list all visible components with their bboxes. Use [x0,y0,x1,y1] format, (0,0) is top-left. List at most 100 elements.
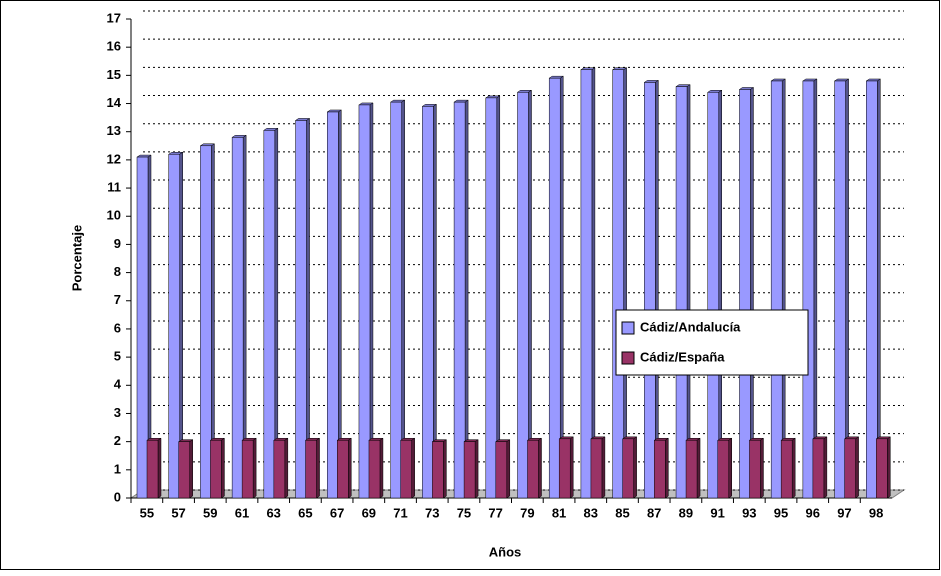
bar [295,120,307,499]
bar [644,82,656,499]
y-tick-label: 1 [114,461,121,476]
x-tick-label: 87 [647,505,661,520]
bar-side [252,437,257,499]
x-tick-label: 96 [805,505,819,520]
x-tick-label: 89 [679,505,693,520]
x-tick-label: 95 [774,505,788,520]
bar [517,92,529,499]
bar [770,80,783,499]
bar [612,69,624,499]
x-tick-label: 59 [203,505,217,520]
bar [876,438,888,499]
bar-side [411,437,415,499]
bar [717,439,729,499]
bar [654,439,666,499]
y-tick-label: 8 [114,264,121,279]
bar [327,111,339,499]
bar [485,97,498,499]
bar [558,438,571,499]
y-tick-label: 3 [114,405,121,420]
x-tick-label: 69 [362,505,376,520]
bar-side [189,439,193,499]
bar-side [855,436,859,499]
bar-side [538,437,542,499]
bar [590,438,603,499]
y-tick-label: 11 [107,179,121,194]
x-tick-label: 93 [742,505,756,520]
bar-side [591,67,596,499]
x-tick-label: 73 [425,505,439,520]
bar [675,86,688,499]
y-tick-label: 0 [114,489,121,504]
bar-side [750,86,754,499]
bar-side [348,437,352,499]
y-tick-label: 7 [114,292,121,307]
x-tick-label: 75 [457,505,471,520]
x-tick-label: 57 [171,505,185,520]
bar-side [623,67,627,499]
bar-side [316,437,320,499]
bar [812,438,825,499]
x-tick-label: 63 [266,505,280,520]
x-tick-label: 97 [837,505,851,520]
bar-side [506,439,511,499]
bar-side [433,103,437,499]
bar [168,153,180,499]
y-tick-label: 5 [114,349,121,364]
bar-side [813,78,818,499]
bar-side [887,436,891,499]
bar-side [528,89,532,499]
bar [802,80,815,499]
bar [463,441,476,499]
bar-side [655,79,659,499]
x-tick-label: 65 [298,505,312,520]
bar [390,101,402,499]
bar [548,77,561,499]
x-tick-label: 67 [330,505,344,520]
x-tick-label: 83 [584,505,598,520]
y-tick-label: 4 [114,377,122,392]
bar-side [696,437,701,499]
y-tick-label: 13 [107,123,121,138]
x-tick-label: 55 [140,505,154,520]
bar-side [845,78,849,499]
legend-swatch [621,351,635,365]
bar-side [823,436,828,499]
bar [358,104,371,499]
bar-side [157,437,162,499]
bar [210,439,222,499]
y-tick-label: 14 [107,95,122,110]
bar [834,80,846,499]
legend-swatch [621,321,635,335]
x-axis-label: Años [489,544,522,559]
x-tick-label: 79 [520,505,534,520]
y-axis-label: Porcentaje [69,225,84,291]
bar [200,145,212,499]
bar [780,439,793,499]
y-tick-label: 2 [114,433,121,448]
bar [273,439,286,499]
bar [231,137,244,499]
y-tick-label: 9 [114,236,121,251]
x-tick-label: 77 [488,505,502,520]
bar [685,439,698,499]
bar-side [221,437,225,499]
x-tick-label: 61 [235,505,249,520]
bar-side [559,75,564,499]
bar [241,439,254,499]
bar [337,439,349,499]
bar-side [665,437,669,499]
bar [146,439,159,499]
bar [739,89,751,499]
legend-box [615,309,809,376]
bar-side [633,436,637,499]
bar [305,439,317,499]
legend-label: Cádiz/España [640,349,725,364]
bar-side [791,437,796,499]
bar-side [686,84,691,499]
bar [178,441,190,499]
bar-side [728,437,732,499]
bar [527,439,539,499]
y-tick-label: 10 [107,208,121,223]
bar [866,80,878,499]
